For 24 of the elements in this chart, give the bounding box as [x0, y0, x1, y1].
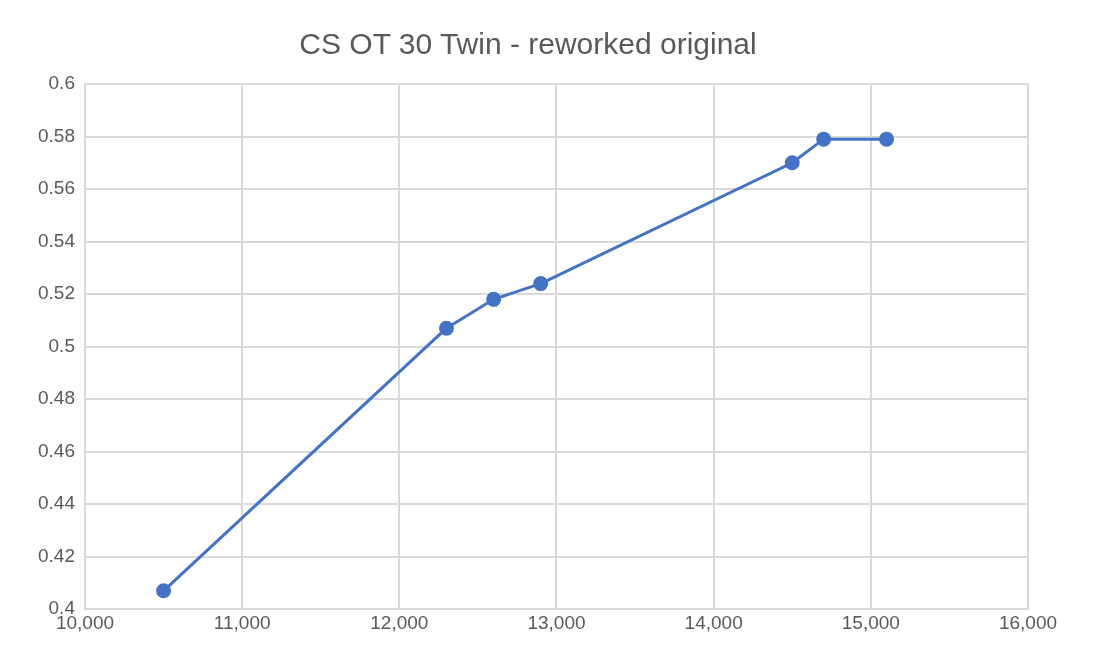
y-tick-label: 0.42: [38, 544, 75, 566]
y-tick-label: 0.58: [38, 124, 75, 146]
y-tick-label: 0.46: [38, 439, 75, 461]
y-tick-label: 0.56: [38, 177, 75, 199]
x-tick-label: 12,000: [370, 611, 429, 633]
y-tick-label: 0.48: [38, 387, 75, 409]
point: [438, 320, 454, 336]
y-tick-label: 0.54: [38, 229, 76, 251]
point: [533, 276, 549, 292]
x-tick-label: 16,000: [998, 611, 1058, 633]
point: [784, 155, 800, 171]
point: [486, 291, 502, 307]
y-tick-label: 0.5: [48, 334, 75, 356]
point: [816, 131, 832, 147]
x-tick-label: 14,000: [684, 611, 743, 633]
y-tick-label: 0.6: [48, 72, 75, 94]
point: [156, 583, 172, 599]
x-tick-label: 15,000: [841, 611, 900, 633]
y-tick-label: 0.44: [38, 492, 76, 514]
point: [879, 131, 895, 147]
x-tick-label: 11,000: [213, 611, 271, 633]
y-tick-label: 0.52: [38, 282, 75, 304]
x-tick-label: 13,000: [527, 611, 586, 633]
chart-title: CS OT 30 Twin - reworked original: [299, 27, 757, 61]
